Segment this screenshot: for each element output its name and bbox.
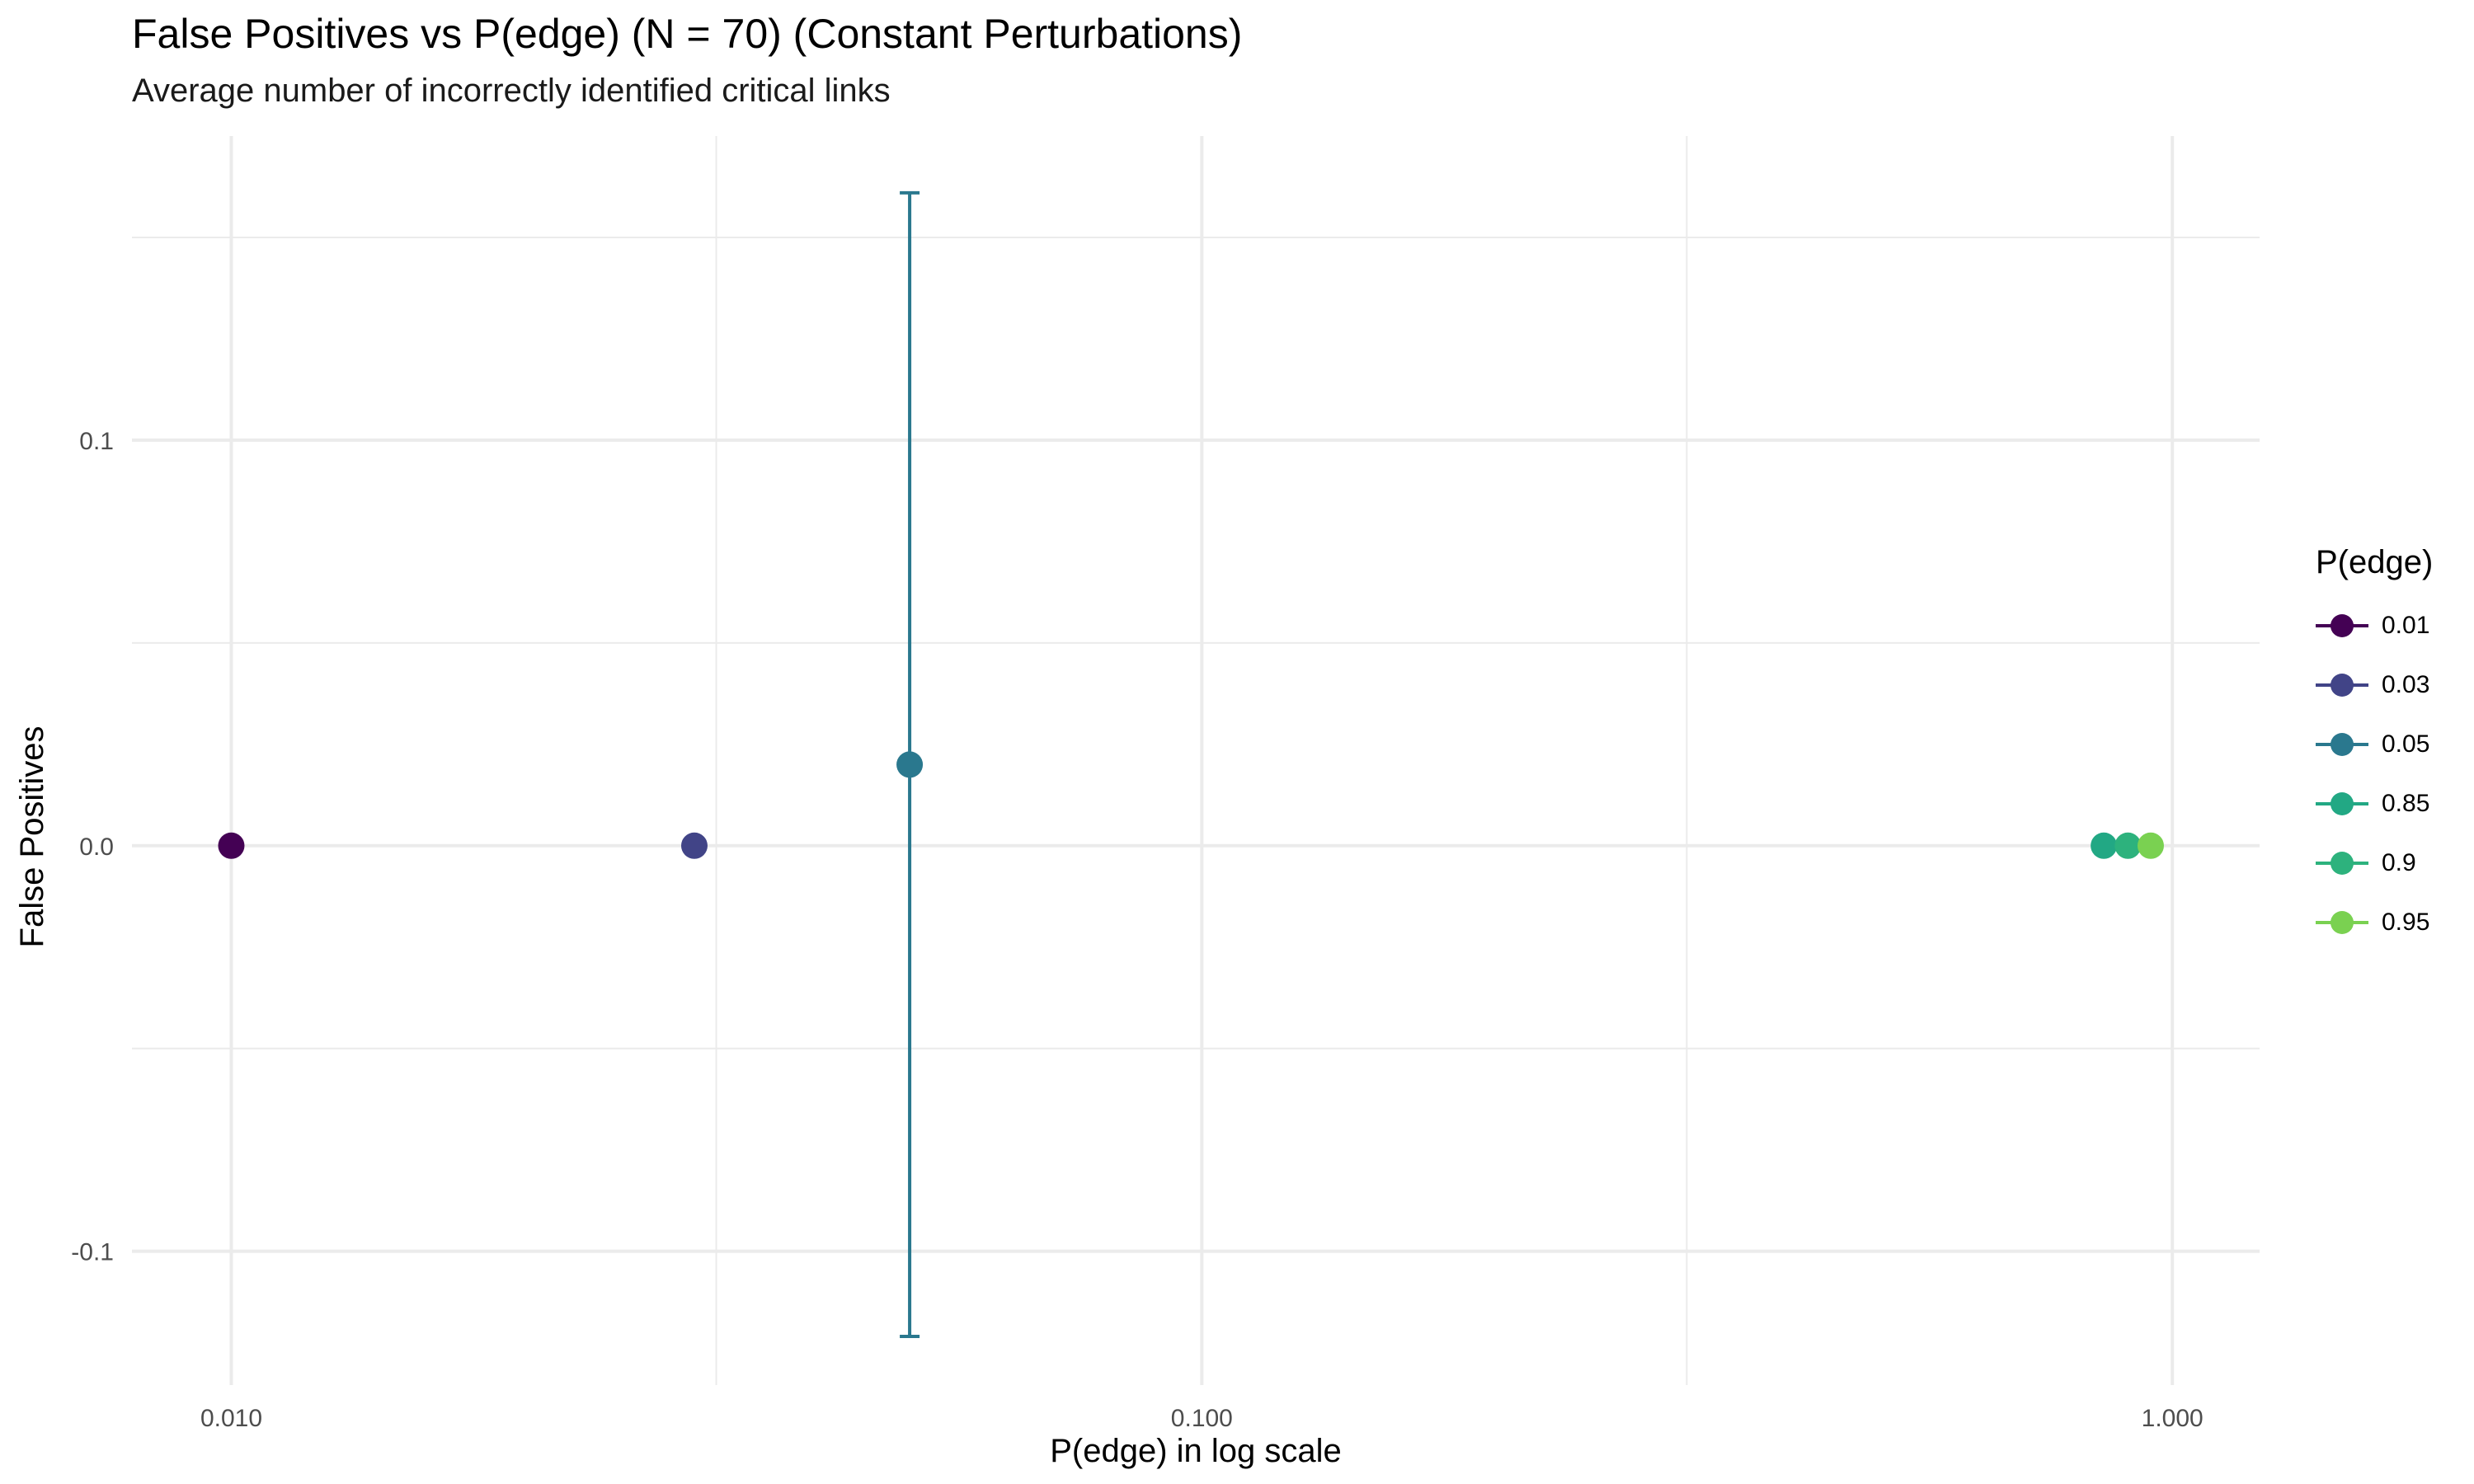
data-point xyxy=(2114,832,2142,859)
legend-label: 0.05 xyxy=(2382,730,2430,758)
legend-key-dot xyxy=(2331,911,2354,934)
data-point xyxy=(2091,832,2118,859)
legend-key xyxy=(2316,787,2368,820)
legend: P(edge) 0.01 0.03 0.05 0.85 0.9 0.95 xyxy=(2316,544,2433,952)
data-point xyxy=(896,751,924,778)
chart-subtitle: Average number of incorrectly identified… xyxy=(132,73,891,109)
legend-item: 0.03 xyxy=(2316,655,2433,715)
legend-label: 0.01 xyxy=(2382,612,2430,639)
legend-key xyxy=(2316,906,2368,939)
legend-item: 0.95 xyxy=(2316,893,2433,952)
legend-label: 0.85 xyxy=(2382,790,2430,817)
data-marks xyxy=(218,190,2164,1338)
chart-title: False Positives vs P(edge) (N = 70) (Con… xyxy=(132,11,1243,57)
y-tick-label: 0.1 xyxy=(79,428,114,455)
legend-title: P(edge) xyxy=(2316,544,2434,580)
data-point xyxy=(218,832,245,859)
legend-key xyxy=(2316,609,2368,642)
legend-key-dot xyxy=(2331,852,2354,875)
legend-key-dot xyxy=(2331,674,2354,697)
legend-key-dot xyxy=(2331,733,2354,756)
y-tick-label: -0.1 xyxy=(71,1239,114,1266)
x-tick-label: 1.000 xyxy=(2142,1405,2204,1432)
legend-item: 0.01 xyxy=(2316,596,2433,655)
x-tick-label: 0.100 xyxy=(1171,1405,1233,1432)
legend-key xyxy=(2316,669,2368,702)
legend-item: 0.9 xyxy=(2316,834,2433,893)
legend-key-dot xyxy=(2331,614,2354,637)
y-tick-label: 0.0 xyxy=(79,834,114,861)
legend-item: 0.05 xyxy=(2316,715,2433,774)
legend-label: 0.95 xyxy=(2382,909,2430,936)
data-point xyxy=(680,832,708,859)
legend-label: 0.03 xyxy=(2382,671,2430,698)
legend-key xyxy=(2316,728,2368,761)
legend-items: 0.01 0.03 0.05 0.85 0.9 0.95 xyxy=(2316,596,2433,952)
legend-item: 0.85 xyxy=(2316,774,2433,834)
legend-key-dot xyxy=(2331,792,2354,815)
legend-key xyxy=(2316,847,2368,880)
x-axis-title: P(edge) in log scale xyxy=(1050,1433,1342,1469)
legend-label: 0.9 xyxy=(2382,849,2416,876)
axis-ticks: 0.1 0.0 -0.1 0.010 0.100 1.000 xyxy=(71,428,2203,1432)
x-tick-label: 0.010 xyxy=(200,1405,262,1432)
y-axis-title: False Positives xyxy=(14,726,50,948)
data-point xyxy=(2137,832,2164,859)
grid-lines xyxy=(132,136,2260,1385)
